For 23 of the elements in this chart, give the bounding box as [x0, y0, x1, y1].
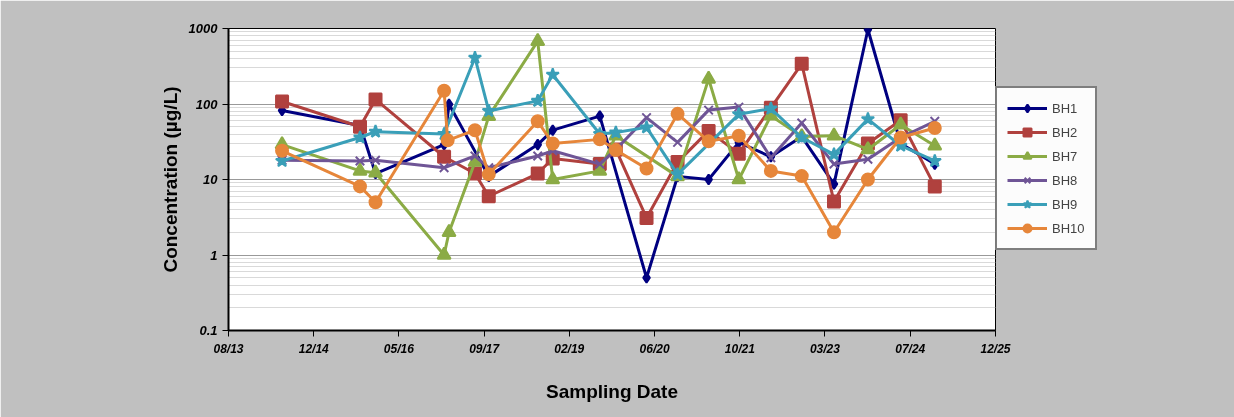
x-tick-label: 12/25 — [980, 341, 1011, 356]
legend-label: BH8 — [1052, 172, 1078, 188]
legend-label: BH7 — [1052, 148, 1078, 164]
legend-label: BH2 — [1052, 124, 1078, 140]
y-tick-label: 10 — [203, 172, 219, 187]
x-tick-label: 12/14 — [298, 341, 330, 356]
legend-label: BH10 — [1052, 220, 1085, 236]
x-tick-label: 07/24 — [895, 341, 926, 356]
x-axis-title: Sampling Date — [546, 380, 678, 402]
y-tick-label: 0.1 — [199, 323, 218, 338]
x-tick-label: 03/23 — [809, 341, 841, 356]
x-tick-label: 08/13 — [213, 341, 244, 356]
y-tick-label: 1000 — [188, 21, 219, 36]
x-tick-label: 10/21 — [724, 341, 756, 356]
x-tick-label: 05/16 — [383, 341, 415, 356]
x-tick-label: 06/20 — [639, 341, 670, 356]
y-tick-label: 1 — [210, 247, 218, 263]
y-axis-title: Concentration (µg/L) — [159, 86, 181, 273]
legend-label: BH9 — [1052, 196, 1078, 212]
x-tick-label: 02/19 — [554, 341, 585, 356]
y-tick-label: 100 — [195, 96, 219, 112]
x-tick-label: 09/17 — [469, 341, 501, 356]
legend-label: BH1 — [1052, 100, 1078, 116]
